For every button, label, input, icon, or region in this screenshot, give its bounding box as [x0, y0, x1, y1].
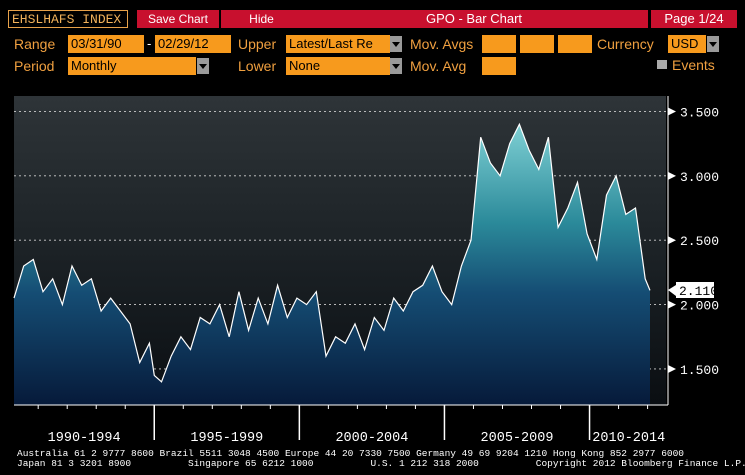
- last-value-label: 2.110: [679, 284, 718, 299]
- range-separator: -: [147, 36, 152, 51]
- mov-avg-label: Mov. Avg: [410, 58, 467, 74]
- x-group-label: 2005-2009: [481, 431, 554, 446]
- y-tick-label: 2.500: [680, 234, 719, 249]
- y-tick-marker: [668, 236, 676, 245]
- y-tick-marker: [668, 364, 676, 373]
- last-value-pointer: [668, 285, 676, 296]
- mov-avg-field-2[interactable]: [520, 35, 554, 53]
- last-value-marker: 2.110: [668, 282, 718, 299]
- period-dropdown-icon[interactable]: [197, 58, 209, 74]
- x-axis: 1990-1994 1995-1999 2000-2004 2005-2009 2010…: [37, 405, 665, 446]
- x-group-label: 2010-2014: [592, 431, 665, 446]
- y-tick-label: 3.000: [680, 170, 719, 185]
- mov-avg-field-1[interactable]: [482, 35, 516, 53]
- y-tick-label: 1.500: [680, 363, 719, 378]
- currency-select[interactable]: USD: [668, 35, 706, 53]
- currency-dropdown-icon[interactable]: [707, 36, 719, 52]
- ticker-field[interactable]: EHSLHAFS INDEX: [8, 10, 128, 28]
- footer-contacts-line2: Japan 81 3 3201 8900 Singapore 65 6212 1…: [17, 458, 745, 469]
- mov-avg-lower-field[interactable]: [482, 57, 516, 75]
- upper-dropdown-icon[interactable]: [390, 36, 402, 52]
- mov-avg-field-3[interactable]: [558, 35, 592, 53]
- period-label: Period: [14, 58, 55, 74]
- series-line: [13, 122, 651, 383]
- upper-label: Upper: [238, 36, 277, 52]
- period-select[interactable]: Monthly: [68, 57, 196, 75]
- series-area: [14, 124, 650, 406]
- lower-select[interactable]: None: [286, 57, 390, 75]
- y-tick-marker: [668, 107, 676, 116]
- lower-label: Lower: [238, 58, 277, 74]
- currency-label: Currency: [597, 36, 654, 52]
- x-group-label: 1990-1994: [48, 431, 121, 446]
- y-tick-label: 2.000: [680, 299, 719, 314]
- last-value-box: [676, 282, 714, 298]
- footer-contacts-line1: Australia 61 2 9777 8600 Brazil 5511 304…: [17, 448, 685, 459]
- events-checkbox[interactable]: [657, 60, 667, 69]
- chart-title-bar: GPO - Bar Chart: [300, 10, 648, 28]
- y-tick-label: 3.500: [680, 105, 719, 120]
- page-indicator[interactable]: Page 1/24: [651, 10, 737, 28]
- mov-avgs-label: Mov. Avgs: [410, 36, 474, 52]
- x-group-label: 2000-2004: [335, 431, 408, 446]
- save-chart-button[interactable]: Save Chart: [137, 10, 219, 28]
- lower-dropdown-icon[interactable]: [390, 58, 402, 74]
- range-start-field[interactable]: 03/31/90: [68, 35, 144, 53]
- y-tick-marker: [668, 171, 676, 180]
- y-axis: 3.500 3.000 2.500 2.000 1.500: [668, 105, 719, 378]
- range-end-field[interactable]: 02/29/12: [155, 35, 231, 53]
- range-label: Range: [14, 36, 56, 52]
- events-label: Events: [672, 57, 715, 73]
- y-tick-marker: [668, 300, 676, 309]
- hide-button[interactable]: Hide: [221, 10, 302, 28]
- upper-select[interactable]: Latest/Last Re: [286, 35, 390, 53]
- x-group-label: 1995-1999: [190, 431, 263, 446]
- top-bar: EHSLHAFS INDEX Save Chart Hide GPO - Bar…: [0, 0, 745, 30]
